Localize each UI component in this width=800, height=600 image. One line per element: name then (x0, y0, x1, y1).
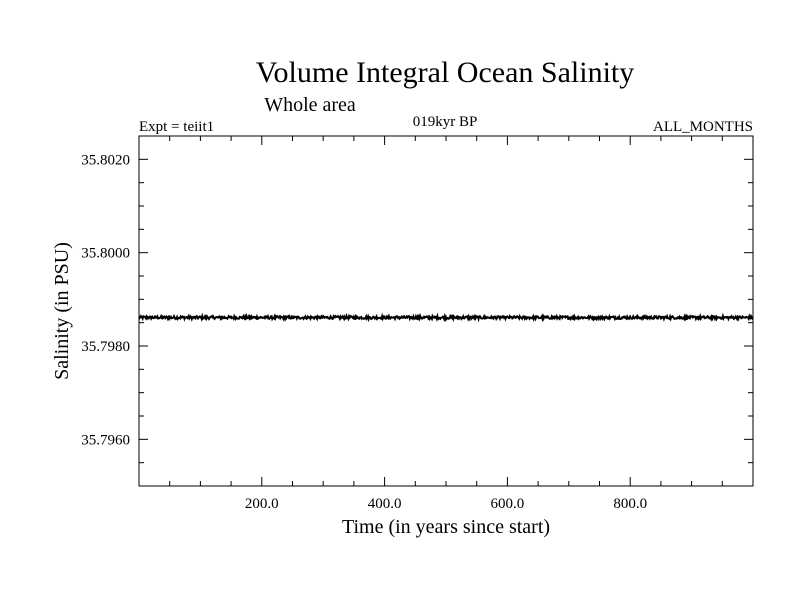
y-tick-label: 35.8000 (81, 246, 130, 262)
x-axis-label: Time (in years since start) (342, 516, 550, 538)
x-tick-label: 600.0 (491, 496, 525, 512)
x-tick-label: 200.0 (245, 496, 279, 512)
y-tick-label: 35.8020 (81, 152, 130, 168)
annotation-months: ALL_MONTHS (653, 119, 753, 135)
series-line (138, 312, 754, 323)
y-axis-label: Salinity (in PSU) (51, 242, 73, 380)
x-tick-label: 800.0 (613, 496, 647, 512)
chart-title: Volume Integral Ocean Salinity (256, 56, 635, 89)
annotation-experiment: Expt = teiit1 (139, 119, 214, 135)
y-tick-labels: 35.7960 35.7980 35.8000 35.8020 (81, 152, 130, 448)
axis-ticks (139, 136, 753, 486)
x-tick-labels: 200.0 400.0 600.0 800.0 (245, 496, 647, 512)
y-tick-label: 35.7960 (81, 432, 130, 448)
y-tick-label: 35.7980 (81, 339, 130, 355)
annotation-period: 019kyr BP (413, 114, 478, 130)
x-tick-label: 400.0 (368, 496, 402, 512)
plot-frame (138, 135, 754, 487)
chart-subtitle: Whole area (264, 94, 356, 116)
